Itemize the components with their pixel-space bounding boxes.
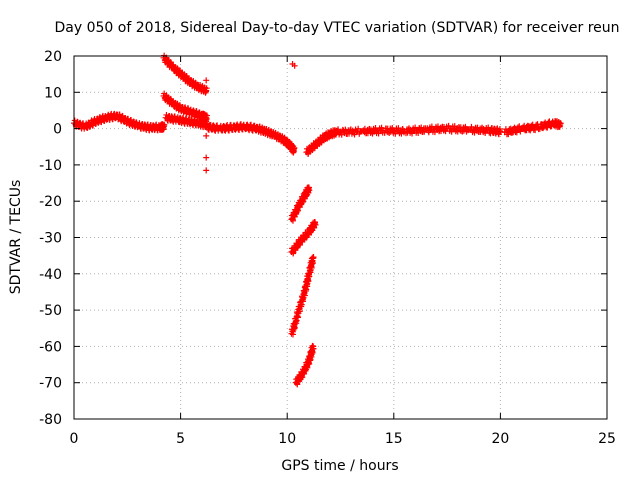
y-tick-label: 20	[44, 49, 62, 65]
point-drop-3	[289, 328, 296, 335]
y-tick-label: -40	[39, 267, 62, 283]
x-tick-label: 20	[491, 431, 509, 447]
point-drop-1	[305, 185, 312, 192]
y-tick-label: -60	[39, 339, 62, 355]
point-arc-end	[513, 129, 520, 136]
point-arc-main-mid	[227, 121, 234, 128]
y-tick-label: -20	[39, 194, 62, 210]
point-arc-high-1	[203, 87, 210, 94]
y-tick-label: -30	[39, 231, 62, 247]
point-isolated	[203, 154, 210, 161]
x-tick-label: 10	[278, 431, 296, 447]
point-isolated	[203, 77, 210, 84]
axes: 0 5 10 15 20 25 20 10 0 -10 -20 -30 -40 -50 -60 -70 -80	[39, 49, 616, 447]
point-isolated	[291, 62, 298, 69]
x-axis-label: GPS time / hours	[281, 458, 398, 474]
point-arc-main-late	[342, 126, 349, 133]
point-drop-3	[309, 254, 316, 261]
y-tick-label: -70	[39, 376, 62, 392]
point-drop-2	[311, 219, 318, 226]
y-tick-label: 10	[44, 85, 62, 101]
point-drop-3	[304, 276, 311, 282]
grid-lines	[74, 56, 607, 419]
x-tick-label: 25	[598, 431, 616, 447]
point-arc-end	[557, 121, 564, 128]
chart-title: Day 050 of 2018, Sidereal Day-to-day VTE…	[54, 20, 619, 36]
x-tick-label: 5	[176, 431, 185, 447]
point-arc-main-late	[497, 128, 504, 135]
point-arc-main-early	[160, 123, 167, 130]
point-drop-3	[308, 263, 315, 270]
y-tick-label: -80	[39, 412, 62, 428]
point-arc-main-late	[496, 127, 503, 134]
plot-frame	[73, 55, 608, 420]
y-tick-label: -10	[39, 158, 62, 174]
point-drop-4	[309, 343, 316, 350]
data-points	[71, 52, 564, 388]
x-tick-label: 15	[385, 431, 403, 447]
y-axis-label: SDTVAR / TECUs	[8, 180, 24, 295]
point-isolated	[203, 132, 210, 139]
y-tick-label: -50	[39, 303, 62, 319]
x-tick-label: 0	[70, 431, 79, 447]
point-isolated	[203, 118, 210, 125]
y-tick-label: 0	[53, 122, 62, 138]
point-arc-main-mid	[290, 147, 297, 154]
point-isolated-low	[203, 167, 210, 174]
